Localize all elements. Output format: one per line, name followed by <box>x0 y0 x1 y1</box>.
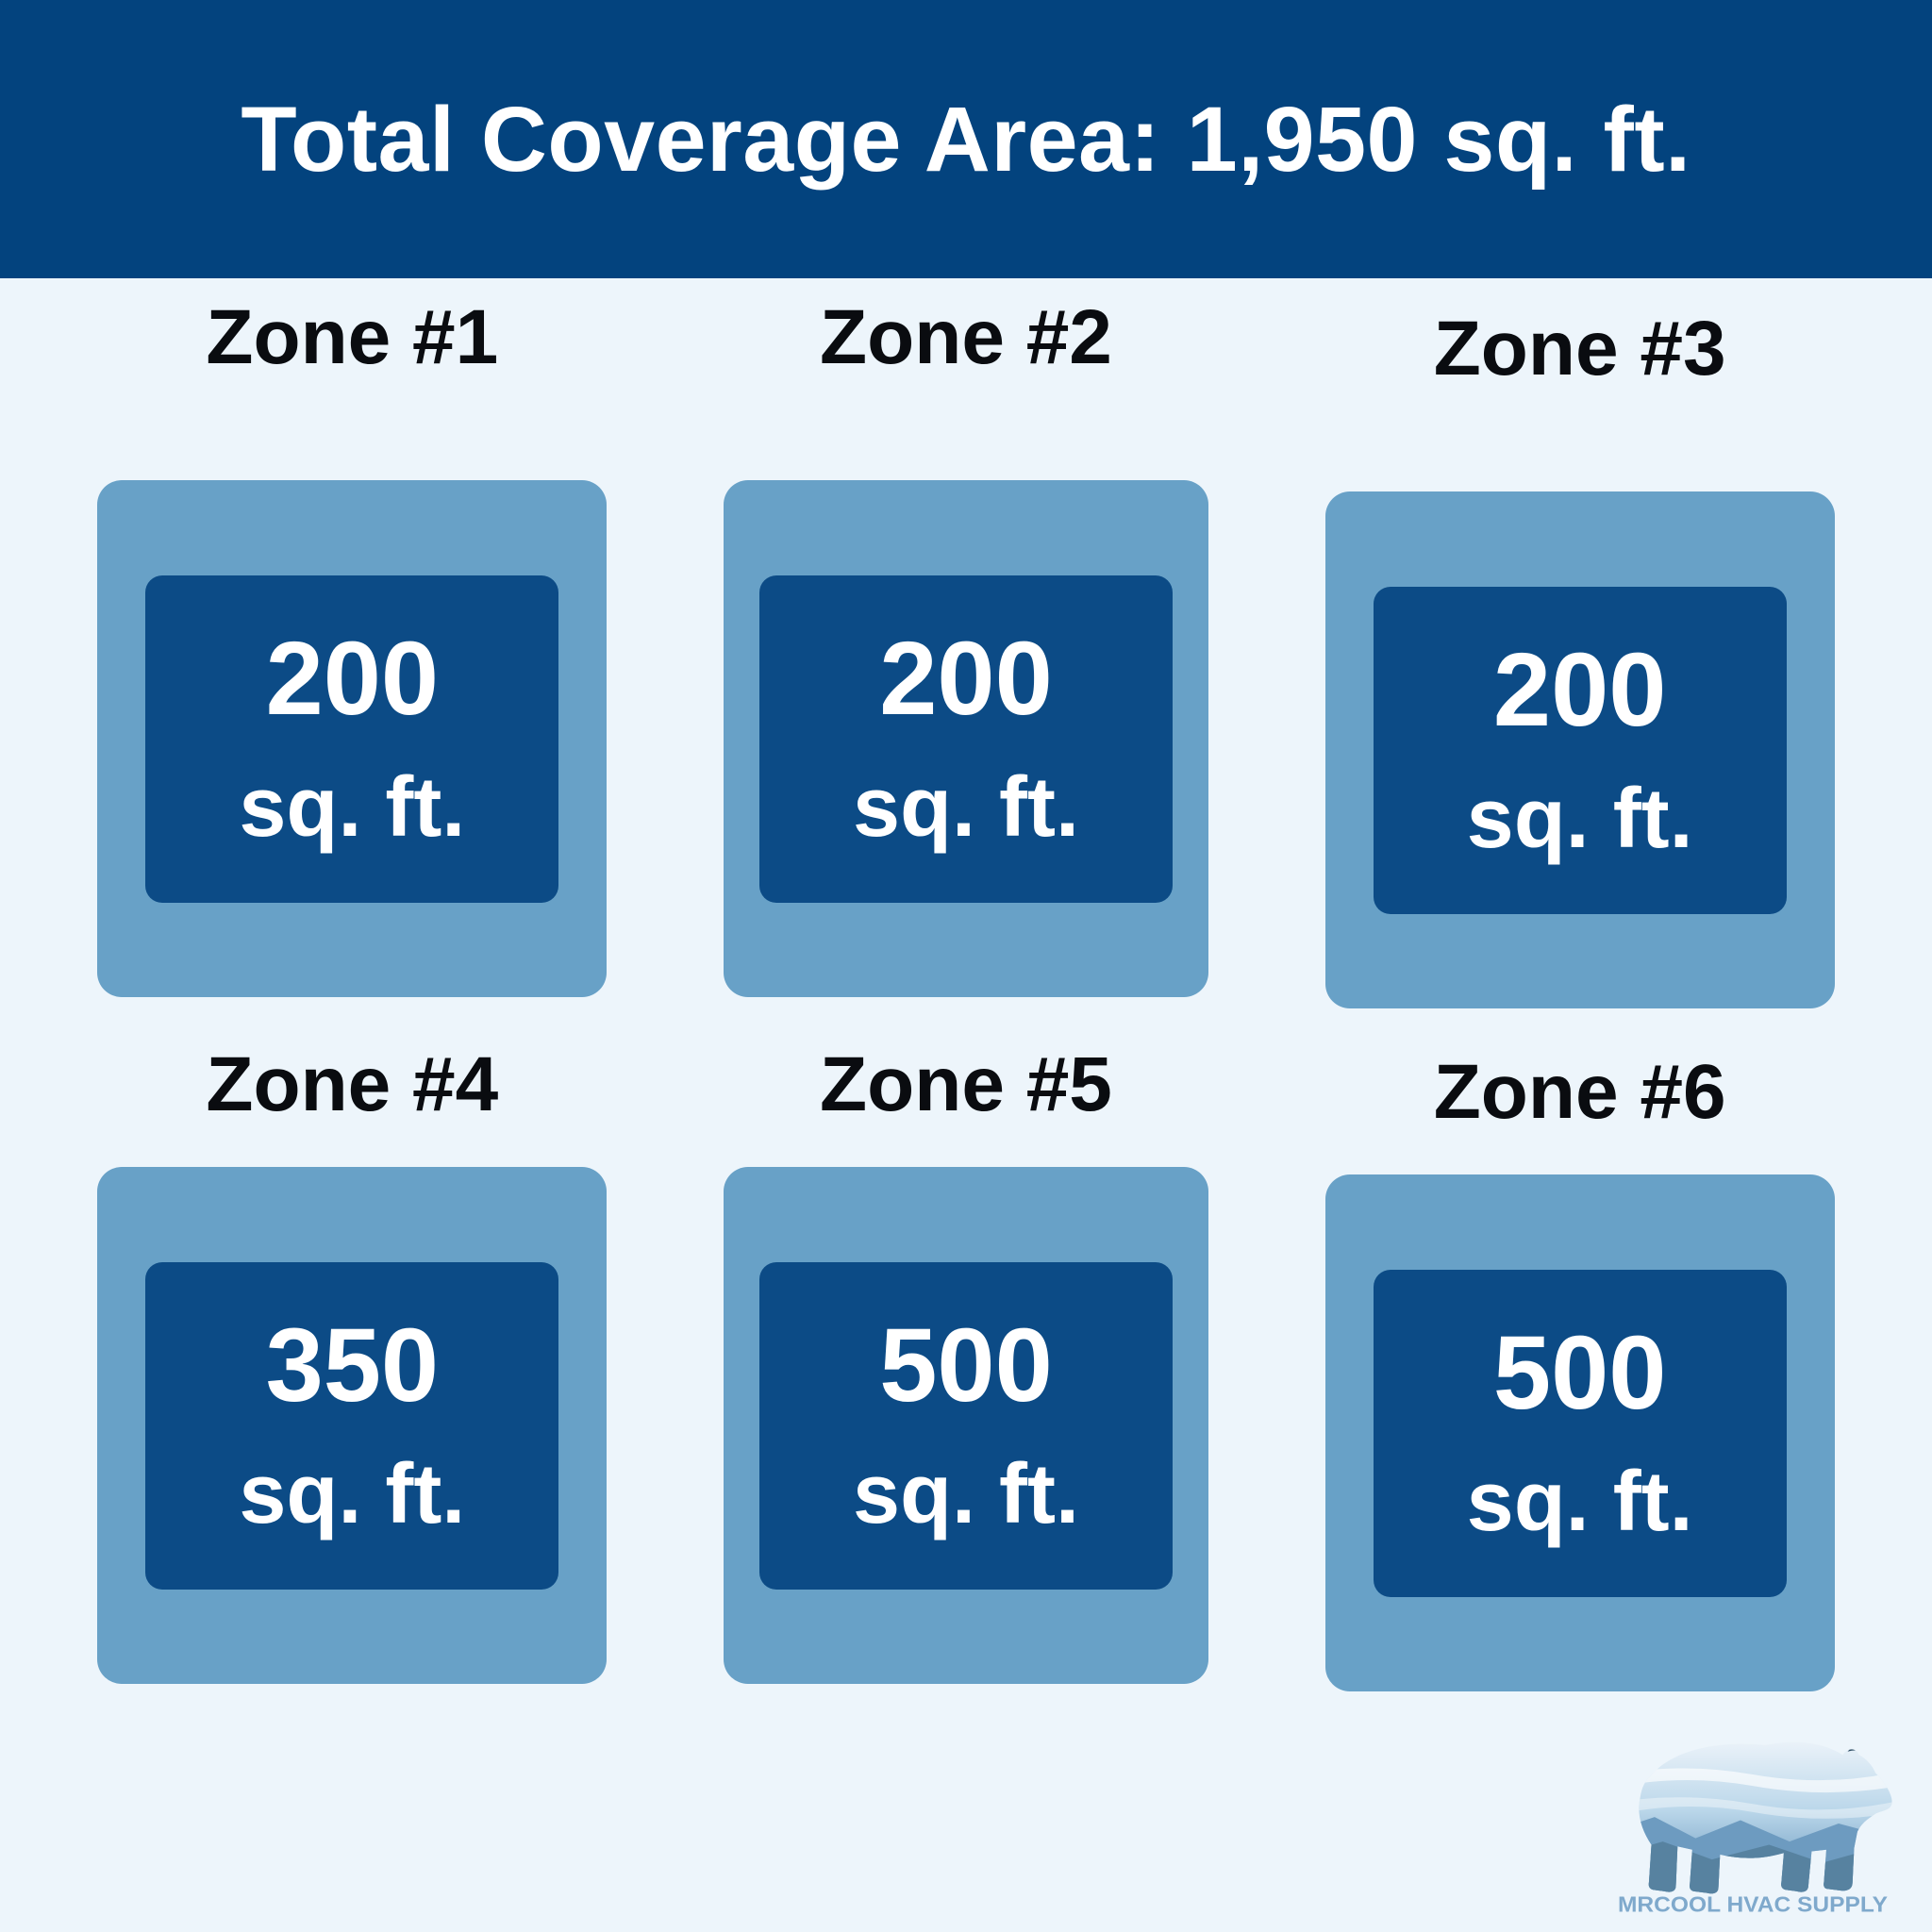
zone-area-value: 350 <box>265 1307 440 1424</box>
zone-area-value: 500 <box>1492 1315 1667 1431</box>
zone-area-value: 200 <box>1492 632 1667 748</box>
zone-coverage-square: 500 sq. ft. <box>1324 1174 1835 1691</box>
zone-label: Zone #2 <box>820 294 1112 380</box>
zone-area-box: 500 sq. ft. <box>1373 1269 1787 1597</box>
zone-coverage-square: 350 sq. ft. <box>97 1167 608 1684</box>
zone-area-value: 500 <box>879 1307 1053 1424</box>
zone-card-4: Zone #4 350 sq. ft. <box>97 997 608 1684</box>
zone-area-unit: sq. ft. <box>1466 772 1693 866</box>
zone-card-1: Zone #1 200 sq. ft. <box>97 278 608 997</box>
zone-area-value: 200 <box>879 621 1053 737</box>
zone-label: Zone #3 <box>1433 306 1726 391</box>
bear-silhouette <box>1639 1742 1892 1894</box>
zone-area-unit: sq. ft. <box>1466 1455 1693 1549</box>
zone-coverage-square: 200 sq. ft. <box>1324 491 1835 1008</box>
zone-card-5: Zone #5 500 sq. ft. <box>723 997 1208 1684</box>
zone-coverage-square: 200 sq. ft. <box>723 480 1208 997</box>
zone-area-unit: sq. ft. <box>239 760 466 855</box>
zone-area-unit: sq. ft. <box>852 1447 1079 1541</box>
zone-area-box: 200 sq. ft. <box>1373 586 1787 914</box>
zone-area-box: 200 sq. ft. <box>145 575 559 903</box>
zone-card-2: Zone #2 200 sq. ft. <box>723 278 1208 997</box>
brand-name: MRCOOL HVAC SUPPLY <box>1618 1892 1888 1917</box>
zone-coverage-square: 500 sq. ft. <box>723 1167 1208 1684</box>
zone-area-value: 200 <box>265 621 440 737</box>
zone-label: Zone #4 <box>206 1041 499 1127</box>
zone-area-unit: sq. ft. <box>852 760 1079 855</box>
zone-label: Zone #5 <box>820 1041 1112 1127</box>
zone-card-6: Zone #6 500 sq. ft. <box>1324 1005 1835 1691</box>
zone-area-box: 500 sq. ft. <box>758 1261 1173 1590</box>
zone-label: Zone #6 <box>1433 1049 1726 1135</box>
zone-label: Zone #1 <box>206 294 499 380</box>
zone-card-3: Zone #3 200 sq. ft. <box>1324 290 1835 1008</box>
header-banner: Total Coverage Area: 1,950 sq. ft. <box>0 0 1932 278</box>
zone-area-unit: sq. ft. <box>239 1447 466 1541</box>
polar-bear-icon: MRCOOL HVAC SUPPLY <box>1618 1742 1892 1917</box>
zone-coverage-square: 200 sq. ft. <box>97 480 608 997</box>
brand-logo: MRCOOL HVAC SUPPLY <box>1606 1725 1900 1919</box>
zone-area-box: 200 sq. ft. <box>758 575 1173 903</box>
zone-area-box: 350 sq. ft. <box>145 1261 559 1590</box>
zones-grid: Zone #1 200 sq. ft. Zone #2 200 sq. ft. … <box>0 278 1932 1691</box>
page-title: Total Coverage Area: 1,950 sq. ft. <box>241 87 1691 191</box>
